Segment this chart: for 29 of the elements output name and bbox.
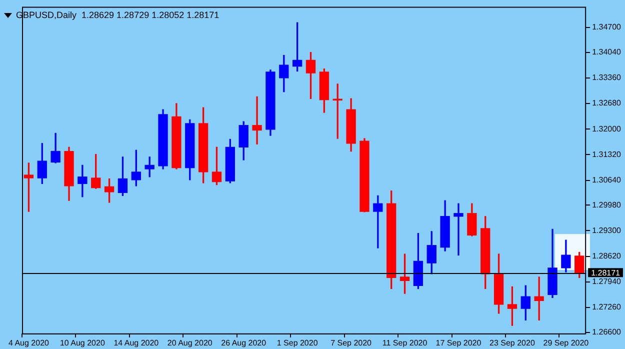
y-tick-label: 1.34700 — [592, 22, 622, 32]
y-tick-label: 1.26600 — [592, 327, 622, 336]
x-tick-label: 7 Sep 2020 — [330, 338, 372, 348]
candlestick — [534, 276, 544, 321]
y-tick-label: 1.27940 — [592, 277, 622, 286]
candlestick — [252, 96, 262, 144]
y-tick-label: 1.29300 — [592, 226, 622, 235]
x-tick-label: 20 Aug 2020 — [167, 338, 213, 348]
x-tick-label: 1 Sep 2020 — [276, 338, 318, 348]
y-tick-label: 1.32000 — [592, 124, 622, 134]
x-tick-label: 4 Aug 2020 — [8, 338, 50, 348]
y-tick-label: 1.27260 — [592, 302, 622, 312]
y-tick-label: 1.34040 — [592, 48, 622, 57]
x-tick-label: 14 Aug 2020 — [114, 338, 160, 348]
ref-line-label: 1.28171 — [591, 268, 621, 278]
y-tick-label: 1.29980 — [592, 200, 622, 210]
y-tick-label: 1.33360 — [592, 73, 622, 82]
y-tick-label: 1.32680 — [592, 98, 622, 108]
x-tick-label: 29 Sep 2020 — [543, 338, 590, 348]
y-tick-label: 1.28620 — [592, 251, 622, 260]
x-tick-label: 11 Sep 2020 — [382, 338, 428, 348]
x-tick-label: 23 Sep 2020 — [490, 338, 536, 348]
candlestick — [78, 164, 88, 198]
y-tick-label: 1.31320 — [592, 150, 622, 159]
x-tick-label: 26 Aug 2020 — [221, 338, 267, 348]
candlestick — [454, 203, 464, 256]
x-tick-label: 17 Sep 2020 — [436, 338, 482, 348]
y-tick-label: 1.30640 — [592, 175, 622, 184]
x-tick-label: 10 Aug 2020 — [60, 338, 106, 348]
